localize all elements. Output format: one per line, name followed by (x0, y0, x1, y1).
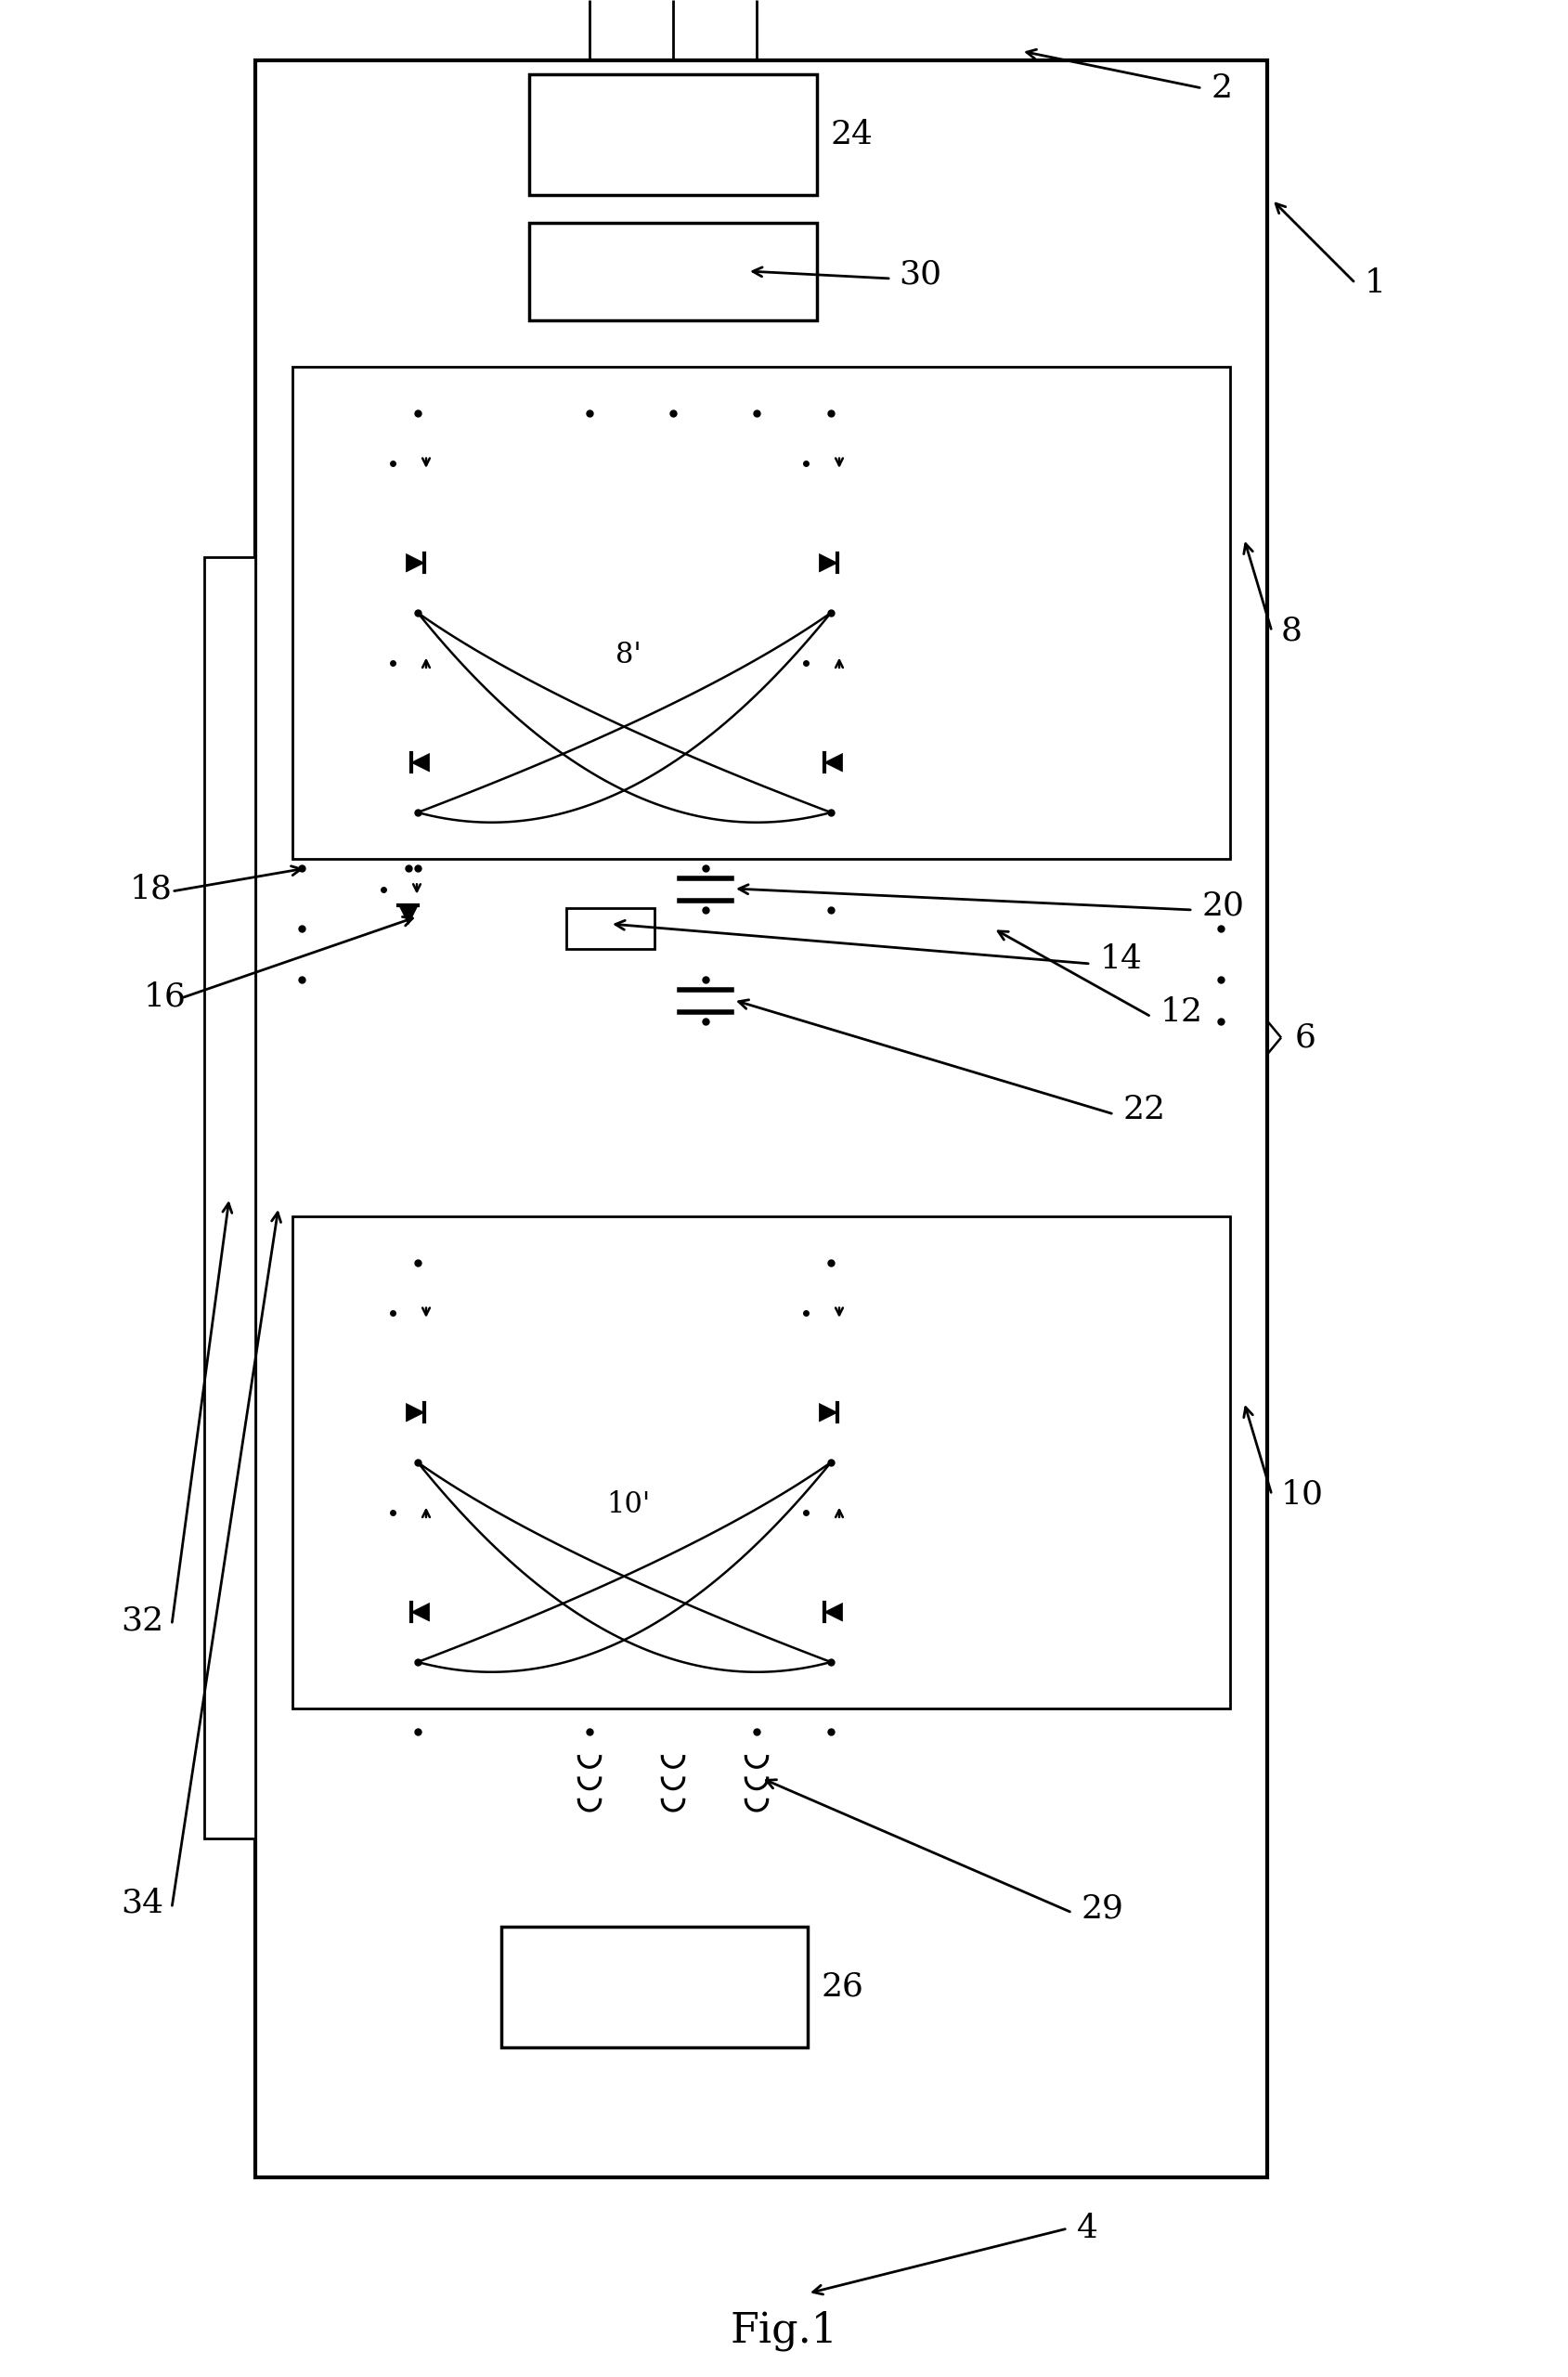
Text: 1: 1 (1364, 266, 1385, 300)
Polygon shape (823, 1602, 842, 1621)
Text: 6: 6 (1294, 1022, 1316, 1053)
Polygon shape (398, 906, 419, 925)
Text: 10: 10 (1281, 1478, 1323, 1512)
Text: 12: 12 (1160, 996, 1203, 1027)
Text: 20: 20 (1201, 889, 1243, 920)
Bar (204, 556, 256, 1837)
Text: 32: 32 (121, 1604, 163, 1635)
Text: 8: 8 (1281, 616, 1301, 647)
Text: 2: 2 (1210, 71, 1232, 105)
Polygon shape (411, 754, 430, 773)
Bar (528, 74, 817, 195)
Text: 26: 26 (822, 1971, 864, 2004)
Bar (502, 1928, 808, 2047)
Bar (528, 223, 817, 321)
Text: 18: 18 (130, 875, 172, 906)
Text: Fig.1: Fig.1 (731, 2310, 837, 2351)
Text: 34: 34 (121, 1887, 163, 1918)
Text: 16: 16 (144, 979, 187, 1013)
Polygon shape (823, 754, 842, 773)
Bar (256, 59, 1267, 2177)
Polygon shape (818, 1402, 837, 1421)
Text: 14: 14 (1099, 944, 1142, 975)
Text: 24: 24 (831, 119, 873, 150)
Polygon shape (818, 554, 837, 573)
Polygon shape (406, 554, 423, 573)
Bar (292, 1217, 1229, 1709)
Text: 10': 10' (607, 1490, 651, 1519)
Text: 22: 22 (1123, 1093, 1165, 1124)
Polygon shape (411, 1602, 430, 1621)
Text: 4: 4 (1076, 2213, 1098, 2244)
Text: 29: 29 (1080, 1892, 1123, 1923)
Bar (566, 908, 654, 948)
Text: 30: 30 (898, 259, 941, 290)
Bar (292, 366, 1229, 858)
Polygon shape (406, 1402, 423, 1421)
Text: 8': 8' (615, 642, 641, 670)
